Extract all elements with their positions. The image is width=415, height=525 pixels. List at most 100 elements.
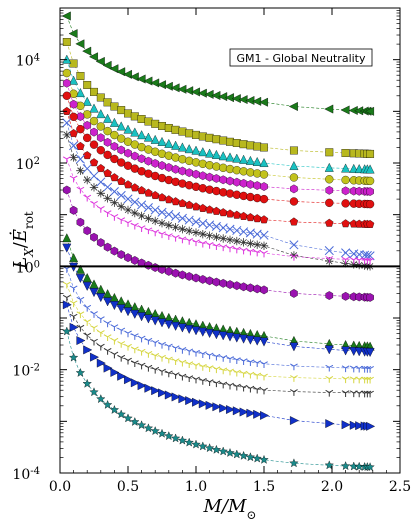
data-point: [130, 309, 140, 319]
data-point: [90, 232, 98, 242]
data-point: [325, 419, 335, 429]
data-point: [144, 156, 153, 166]
data-point: [225, 189, 235, 198]
data-point: [226, 356, 234, 363]
data-point: [211, 444, 222, 454]
data-point: [75, 367, 86, 377]
data-point: [109, 64, 119, 74]
data-point: [164, 320, 174, 330]
data-point: [110, 141, 119, 151]
data-point: [198, 441, 208, 451]
data-point: [205, 231, 214, 240]
data-point: [219, 175, 228, 185]
data-point: [164, 343, 173, 351]
data-point: [62, 326, 72, 336]
data-point: [76, 336, 86, 346]
data-point: [122, 69, 132, 79]
data-point: [62, 233, 72, 243]
data-point: [225, 209, 235, 218]
series-line: [66, 304, 371, 427]
plot-frame: [59, 7, 401, 474]
data-point: [190, 87, 200, 97]
data-point: [198, 363, 207, 371]
data-point: [192, 273, 200, 283]
data-point: [205, 205, 214, 214]
data-point: [151, 216, 160, 226]
series-line: [66, 284, 371, 380]
data-point: [341, 199, 350, 208]
data-point: [212, 380, 221, 388]
data-point: [83, 226, 92, 236]
data-point: [191, 217, 201, 227]
data-point: [89, 387, 99, 397]
data-point: [117, 354, 126, 362]
data-point: [212, 135, 221, 144]
data-point: [150, 190, 160, 199]
data-point: [341, 256, 350, 264]
data-point: [205, 365, 214, 372]
data-point: [197, 88, 207, 98]
data-point: [82, 164, 92, 174]
data-point: [144, 351, 153, 358]
data-point: [110, 246, 119, 256]
data-point: [225, 152, 235, 162]
data-point: [157, 136, 167, 146]
data-point: [218, 151, 228, 161]
data-point: [89, 158, 99, 167]
data-point: [83, 120, 92, 130]
data-point: [289, 217, 299, 226]
data-point: [259, 337, 269, 347]
data-point: [232, 210, 242, 219]
data-point: [259, 241, 269, 250]
data-point: [151, 339, 160, 347]
data-point: [246, 385, 255, 393]
data-point: [178, 359, 187, 367]
data-point: [325, 218, 334, 227]
data-point: [96, 358, 106, 368]
data-point: [290, 184, 298, 194]
data-point: [163, 81, 173, 91]
data-point: [61, 11, 71, 21]
data-point: [90, 338, 98, 346]
data-point: [151, 366, 160, 374]
data-point: [151, 353, 160, 360]
data-point: [198, 229, 207, 239]
data-point: [150, 426, 160, 436]
data-point: [366, 376, 374, 384]
annotation-text: GM1 - Global Neutrality: [236, 52, 366, 65]
axes: 0.0 0.5 1.0 1.5 2.0 2.5 104 102 100 10-2 10-4: [12, 7, 411, 495]
data-point: [325, 185, 334, 195]
data-point: [76, 186, 85, 194]
data-point: [324, 104, 334, 114]
data-point: [232, 281, 241, 291]
y-axis-label: LX/Ėrot: [8, 211, 36, 270]
data-point: [192, 362, 200, 370]
data-point: [341, 149, 350, 157]
data-point: [341, 365, 350, 373]
x-axis-label: M/M⊙: [203, 496, 257, 522]
data-point: [164, 195, 174, 204]
data-point: [354, 164, 364, 174]
data-point: [365, 219, 375, 228]
data-point: [171, 140, 181, 150]
series-13: [62, 266, 374, 373]
x-tick-label: 0.5: [117, 479, 139, 495]
data-point: [110, 351, 119, 359]
data-point: [96, 133, 105, 143]
data-point: [205, 161, 214, 170]
data-point: [205, 379, 214, 386]
data-point: [76, 296, 85, 304]
data-point: [246, 248, 255, 256]
data-point: [109, 117, 119, 127]
data-point: [232, 333, 242, 343]
data-point: [365, 176, 375, 186]
data-point: [90, 352, 100, 362]
data-point: [103, 137, 112, 147]
data-point: [171, 345, 180, 353]
data-point: [211, 330, 221, 340]
data-point: [69, 175, 78, 183]
data-point: [178, 127, 187, 136]
data-point: [259, 170, 269, 179]
data-point: [212, 206, 221, 215]
data-point: [103, 98, 112, 107]
